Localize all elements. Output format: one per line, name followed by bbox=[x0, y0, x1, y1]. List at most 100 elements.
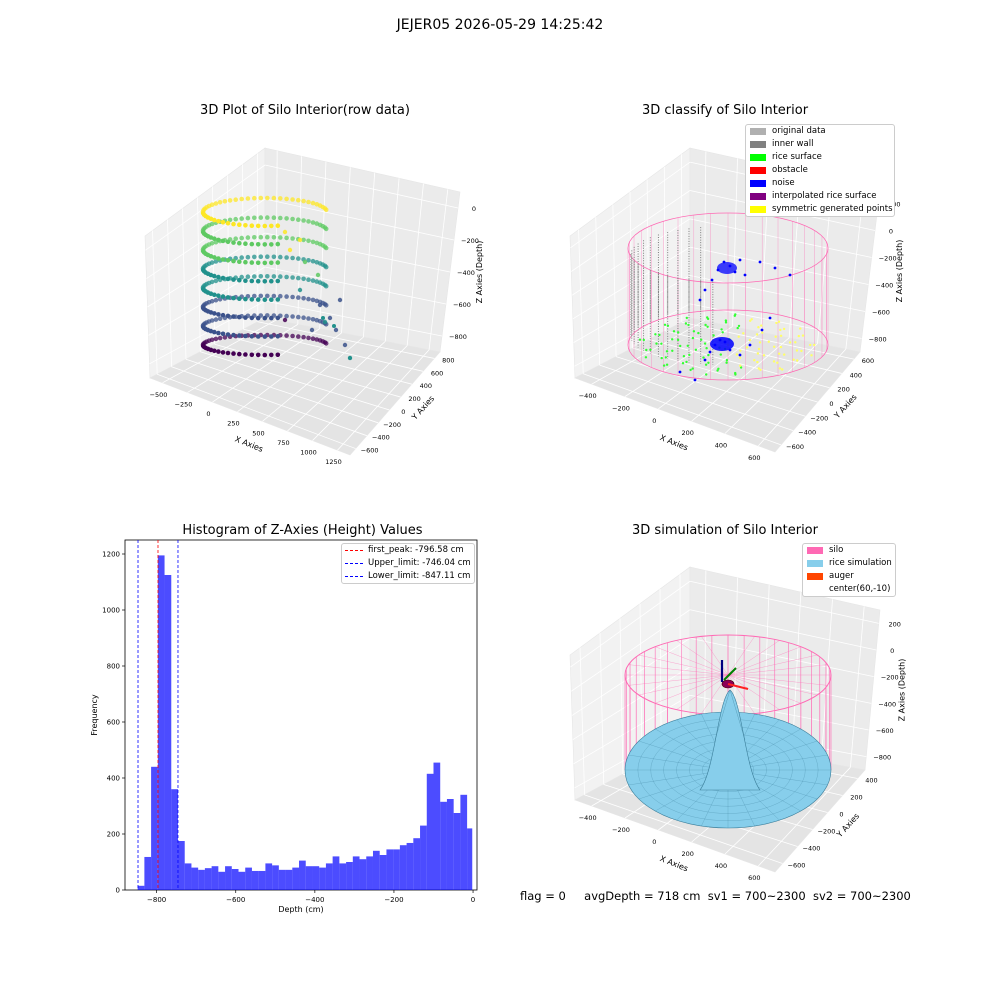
rice-surface-point bbox=[688, 353, 691, 357]
x-tick-label: −200 bbox=[612, 405, 630, 413]
data-point bbox=[202, 340, 207, 346]
data-point bbox=[297, 287, 303, 293]
grid-line bbox=[572, 666, 691, 740]
rice-surface-point bbox=[745, 346, 749, 349]
y-tick-label: 400 bbox=[865, 777, 877, 785]
data-point bbox=[225, 276, 231, 282]
data-point bbox=[290, 197, 295, 202]
legend-line bbox=[345, 550, 363, 551]
rice-surface-point bbox=[655, 342, 658, 345]
rice-surface-point bbox=[778, 352, 781, 355]
data-point bbox=[290, 275, 295, 280]
rice-surface-point bbox=[671, 349, 674, 352]
rice-surface-point bbox=[779, 334, 783, 337]
data-point bbox=[265, 215, 270, 220]
rice-surface-point bbox=[664, 356, 667, 359]
data-point bbox=[323, 264, 329, 270]
back-pane bbox=[569, 147, 691, 379]
grid-line bbox=[603, 784, 798, 847]
data-point bbox=[220, 294, 226, 299]
data-point bbox=[322, 282, 328, 288]
data-point bbox=[290, 333, 295, 339]
grid-line bbox=[264, 164, 459, 209]
rice-mesh bbox=[701, 769, 729, 827]
data-point bbox=[233, 275, 238, 281]
histogram-bar bbox=[379, 855, 387, 890]
data-point bbox=[212, 255, 217, 260]
noise-point bbox=[743, 273, 747, 277]
grid-line bbox=[579, 647, 585, 795]
data-point bbox=[239, 235, 244, 241]
noise-point bbox=[733, 270, 737, 274]
noise-point bbox=[728, 264, 732, 268]
silo-roof-wire bbox=[676, 640, 729, 676]
silo-rim bbox=[624, 634, 832, 716]
histogram-bar bbox=[299, 860, 306, 890]
grid-line bbox=[363, 172, 376, 338]
x-tick-label: 750 bbox=[277, 439, 289, 447]
rice-surface-point bbox=[660, 356, 663, 360]
y-tick-label: 400 bbox=[420, 382, 432, 390]
rice-surface-point bbox=[813, 343, 816, 347]
rice-surface-point bbox=[781, 368, 784, 371]
legend-label: interpolated rice surface bbox=[772, 191, 877, 201]
rice-surface-point bbox=[737, 324, 741, 328]
data-point bbox=[284, 196, 289, 202]
rice-surface-point bbox=[685, 360, 688, 364]
z-tick-label: −800 bbox=[449, 333, 467, 341]
rice-surface-point bbox=[706, 316, 709, 319]
figure-title: JEJER05 2026-05-29 14:25:42 bbox=[396, 17, 604, 33]
rice-mesh bbox=[702, 755, 754, 785]
histogram-bar bbox=[366, 856, 373, 890]
data-point bbox=[255, 260, 261, 266]
histogram-bar bbox=[272, 865, 279, 890]
data-point bbox=[220, 257, 226, 262]
simulation-legend: silo rice simulation auger center(60,-10… bbox=[802, 543, 896, 597]
data-point bbox=[255, 315, 261, 321]
data-point bbox=[258, 215, 264, 220]
rice-surface-point bbox=[742, 332, 745, 335]
data-point bbox=[306, 258, 311, 263]
silo-roof-wire bbox=[727, 636, 755, 676]
data-point bbox=[208, 347, 214, 353]
data-point bbox=[297, 237, 303, 243]
grid-line bbox=[406, 183, 424, 346]
rice-surface-point bbox=[783, 353, 786, 356]
y-tick-label: 0 bbox=[116, 887, 120, 895]
rice-surface-point bbox=[719, 338, 722, 342]
data-point bbox=[204, 339, 209, 345]
grid-line bbox=[595, 217, 601, 366]
data-point bbox=[227, 256, 233, 262]
data-point bbox=[278, 215, 283, 221]
data-point bbox=[271, 332, 277, 338]
rice-surface-point bbox=[672, 330, 676, 333]
y-tick-label: 200 bbox=[408, 395, 420, 403]
y-tick-label: −400 bbox=[798, 429, 816, 437]
rice-surface-point bbox=[809, 343, 812, 347]
noise-point bbox=[710, 278, 714, 282]
data-point bbox=[290, 236, 295, 241]
data-point bbox=[278, 274, 283, 279]
y-tick-label: 400 bbox=[850, 371, 862, 379]
grid-line bbox=[243, 328, 424, 372]
data-point bbox=[243, 352, 248, 357]
data-point bbox=[217, 297, 223, 302]
data-point bbox=[243, 296, 248, 302]
data-point bbox=[284, 274, 289, 280]
data-point bbox=[217, 258, 223, 263]
data-point bbox=[262, 260, 268, 266]
data-point bbox=[258, 332, 264, 338]
grid-line bbox=[689, 275, 866, 312]
rice-surface-point bbox=[795, 349, 799, 352]
legend-label: noise bbox=[772, 178, 795, 188]
data-point bbox=[233, 197, 238, 202]
y-axis-label: Y Axies bbox=[834, 812, 861, 840]
x-tick-label: 600 bbox=[748, 454, 760, 462]
data-point bbox=[262, 242, 268, 247]
z-tick-label: 200 bbox=[889, 620, 901, 628]
grid-line bbox=[212, 328, 320, 403]
data-point bbox=[284, 333, 289, 338]
legend-swatch bbox=[750, 141, 766, 148]
data-point bbox=[227, 315, 233, 320]
data-point bbox=[206, 338, 212, 344]
